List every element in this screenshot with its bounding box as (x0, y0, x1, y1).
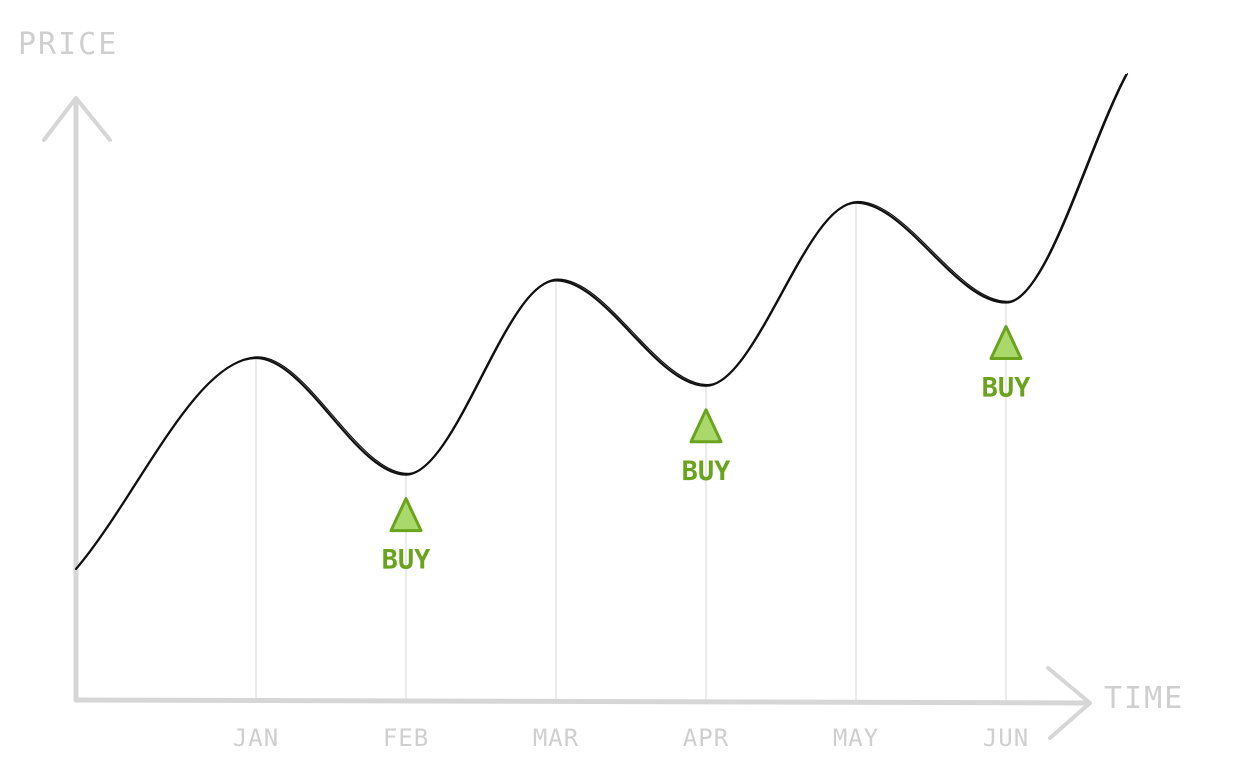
x-tick-label-jun: JUN (983, 724, 1029, 752)
buy-triangle-icon (989, 325, 1023, 361)
x-tick-labels: JAN FEB MAR APR MAY JUN (233, 724, 1029, 752)
x-tick-label-jan: JAN (233, 724, 279, 752)
price-series (74, 73, 1129, 571)
x-axis: TIME (73, 666, 1184, 740)
buy-triangle-icon (389, 497, 423, 533)
x-tick-label-mar: MAR (533, 724, 579, 752)
price-line-sketch-stroke (76, 73, 1129, 569)
buy-label: BUY (382, 545, 432, 576)
y-axis: PRICE (18, 27, 118, 703)
gridlines (255, 202, 1007, 700)
x-tick-label-may: MAY (833, 724, 879, 752)
buy-label: BUY (682, 456, 732, 487)
buy-label: BUY (982, 373, 1032, 404)
buy-triangle-icon (689, 408, 723, 444)
x-axis-title: TIME (1104, 681, 1184, 716)
price-line (74, 73, 1128, 571)
x-tick-label-apr: APR (683, 724, 729, 752)
x-axis-arrowhead (1046, 666, 1092, 740)
y-axis-arrowhead (42, 96, 112, 142)
buy-signals: BUY BUY BUY (382, 325, 1032, 576)
y-axis-title: PRICE (18, 27, 118, 62)
x-axis-line (73, 697, 1091, 706)
x-tick-label-feb: FEB (383, 724, 429, 752)
